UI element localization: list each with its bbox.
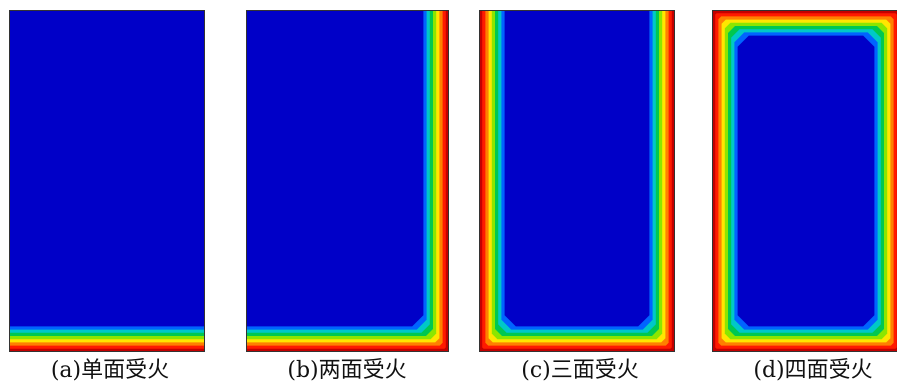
temperature-field-c bbox=[479, 10, 675, 352]
caption-a: (a)单面受火 bbox=[50, 358, 170, 383]
panel-two-side-fire: (b)两面受火 bbox=[237, 0, 457, 387]
section-outline-d bbox=[712, 10, 897, 352]
temperature-band-d-9 bbox=[737, 35, 875, 327]
caption-c: (c)三面受火 bbox=[521, 358, 639, 383]
section-outline-c bbox=[479, 10, 675, 352]
section-outline-b bbox=[246, 10, 449, 352]
temperature-band-b-9 bbox=[246, 10, 424, 327]
panel-four-side-fire: (d)四面受火 bbox=[703, 0, 897, 387]
panel-three-side-fire: (c)三面受火 bbox=[470, 0, 690, 387]
panel-single-side-fire: (a)单面受火 bbox=[0, 0, 220, 387]
temperature-band-a-9 bbox=[9, 10, 205, 327]
temperature-field-a bbox=[9, 10, 205, 352]
section-outline-a bbox=[9, 10, 205, 352]
temperature-field-d bbox=[712, 10, 897, 352]
caption-b: (b)两面受火 bbox=[287, 358, 407, 383]
temperature-band-c-9 bbox=[504, 10, 650, 327]
temperature-field-b bbox=[246, 10, 449, 352]
caption-d: (d)四面受火 bbox=[753, 358, 873, 383]
